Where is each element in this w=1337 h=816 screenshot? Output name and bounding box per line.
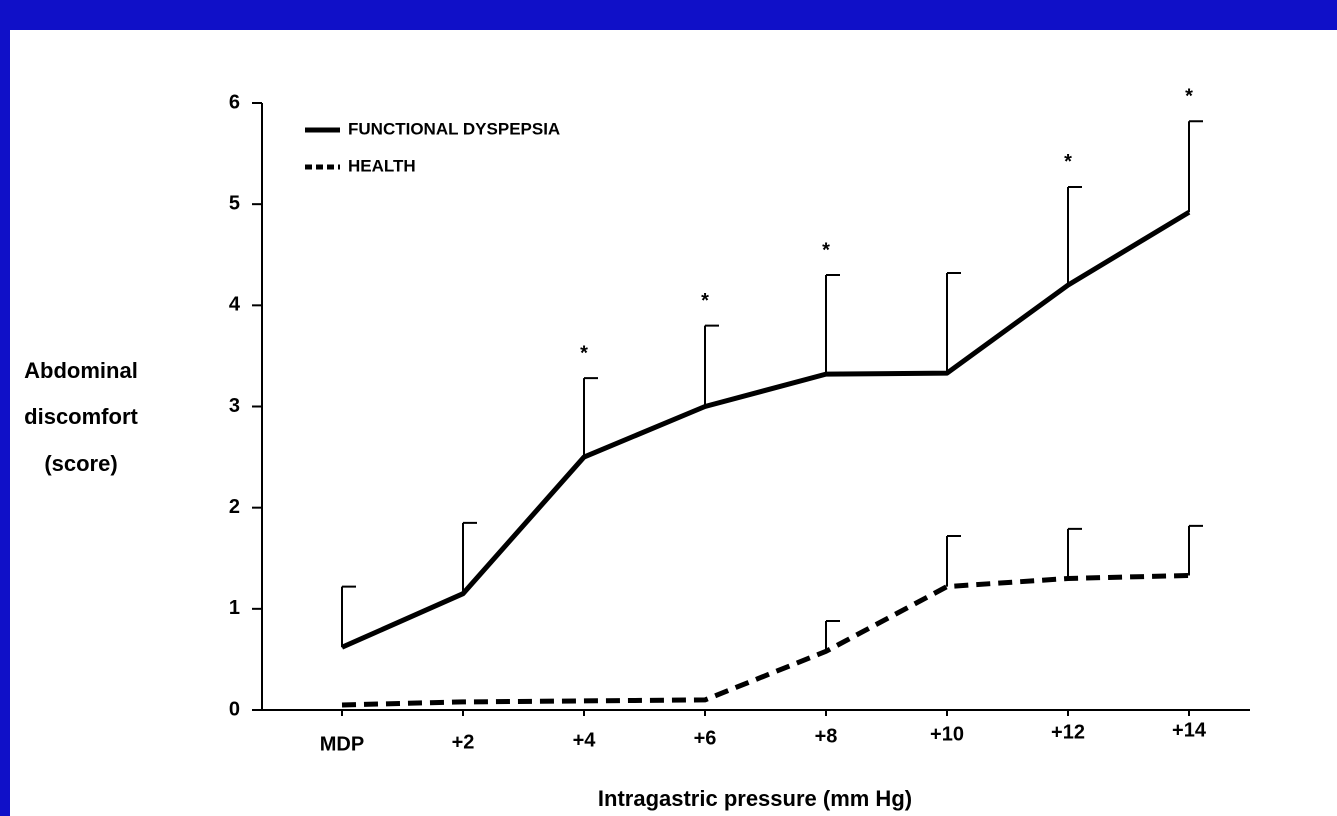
x-tick-label: +8 (815, 725, 838, 747)
x-tick-label: +2 (452, 731, 475, 753)
y-tick-label: 3 (229, 395, 240, 417)
y-axis-label: discomfort (24, 404, 138, 429)
legend-label: HEALTH (348, 156, 416, 175)
y-tick-label: 4 (229, 294, 241, 316)
x-tick-label: +14 (1172, 719, 1207, 741)
x-tick-label: +4 (573, 729, 597, 751)
x-tick-label: +6 (694, 727, 717, 749)
error-bar (825, 619, 840, 652)
y-tick-label: 0 (229, 698, 240, 720)
series-line (340, 210, 1191, 650)
significance-marker: * (580, 342, 588, 364)
series-line (341, 572, 1190, 708)
y-axis-label: Abdominal (24, 358, 138, 383)
error-bar (341, 585, 356, 648)
significance-marker: * (822, 239, 830, 261)
error-bar (825, 273, 840, 375)
error-bar (1188, 524, 1203, 576)
y-tick-label: 5 (229, 192, 240, 214)
y-axis-label: (score) (44, 451, 117, 476)
plot-background (10, 30, 1337, 816)
error-bar (583, 377, 598, 458)
y-tick-label: 1 (229, 597, 240, 619)
error-bar (1188, 120, 1203, 213)
x-tick-label: MDP (320, 733, 364, 755)
x-tick-label: +10 (930, 723, 964, 745)
error-bar (1067, 527, 1082, 579)
y-tick-label: 6 (229, 91, 240, 113)
significance-marker: * (701, 290, 709, 312)
x-tick-label: +12 (1051, 721, 1085, 743)
error-bar (704, 324, 719, 407)
x-axis-label: Intragastric pressure (mm Hg) (598, 786, 912, 811)
error-bar (946, 534, 961, 587)
significance-marker: * (1185, 85, 1193, 107)
significance-marker: * (1064, 151, 1072, 173)
legend-label: FUNCTIONAL DYSPEPSIA (348, 119, 560, 138)
y-tick-label: 2 (229, 496, 240, 518)
error-bar (1067, 185, 1082, 286)
error-bar (462, 521, 477, 594)
error-bar (946, 271, 961, 374)
